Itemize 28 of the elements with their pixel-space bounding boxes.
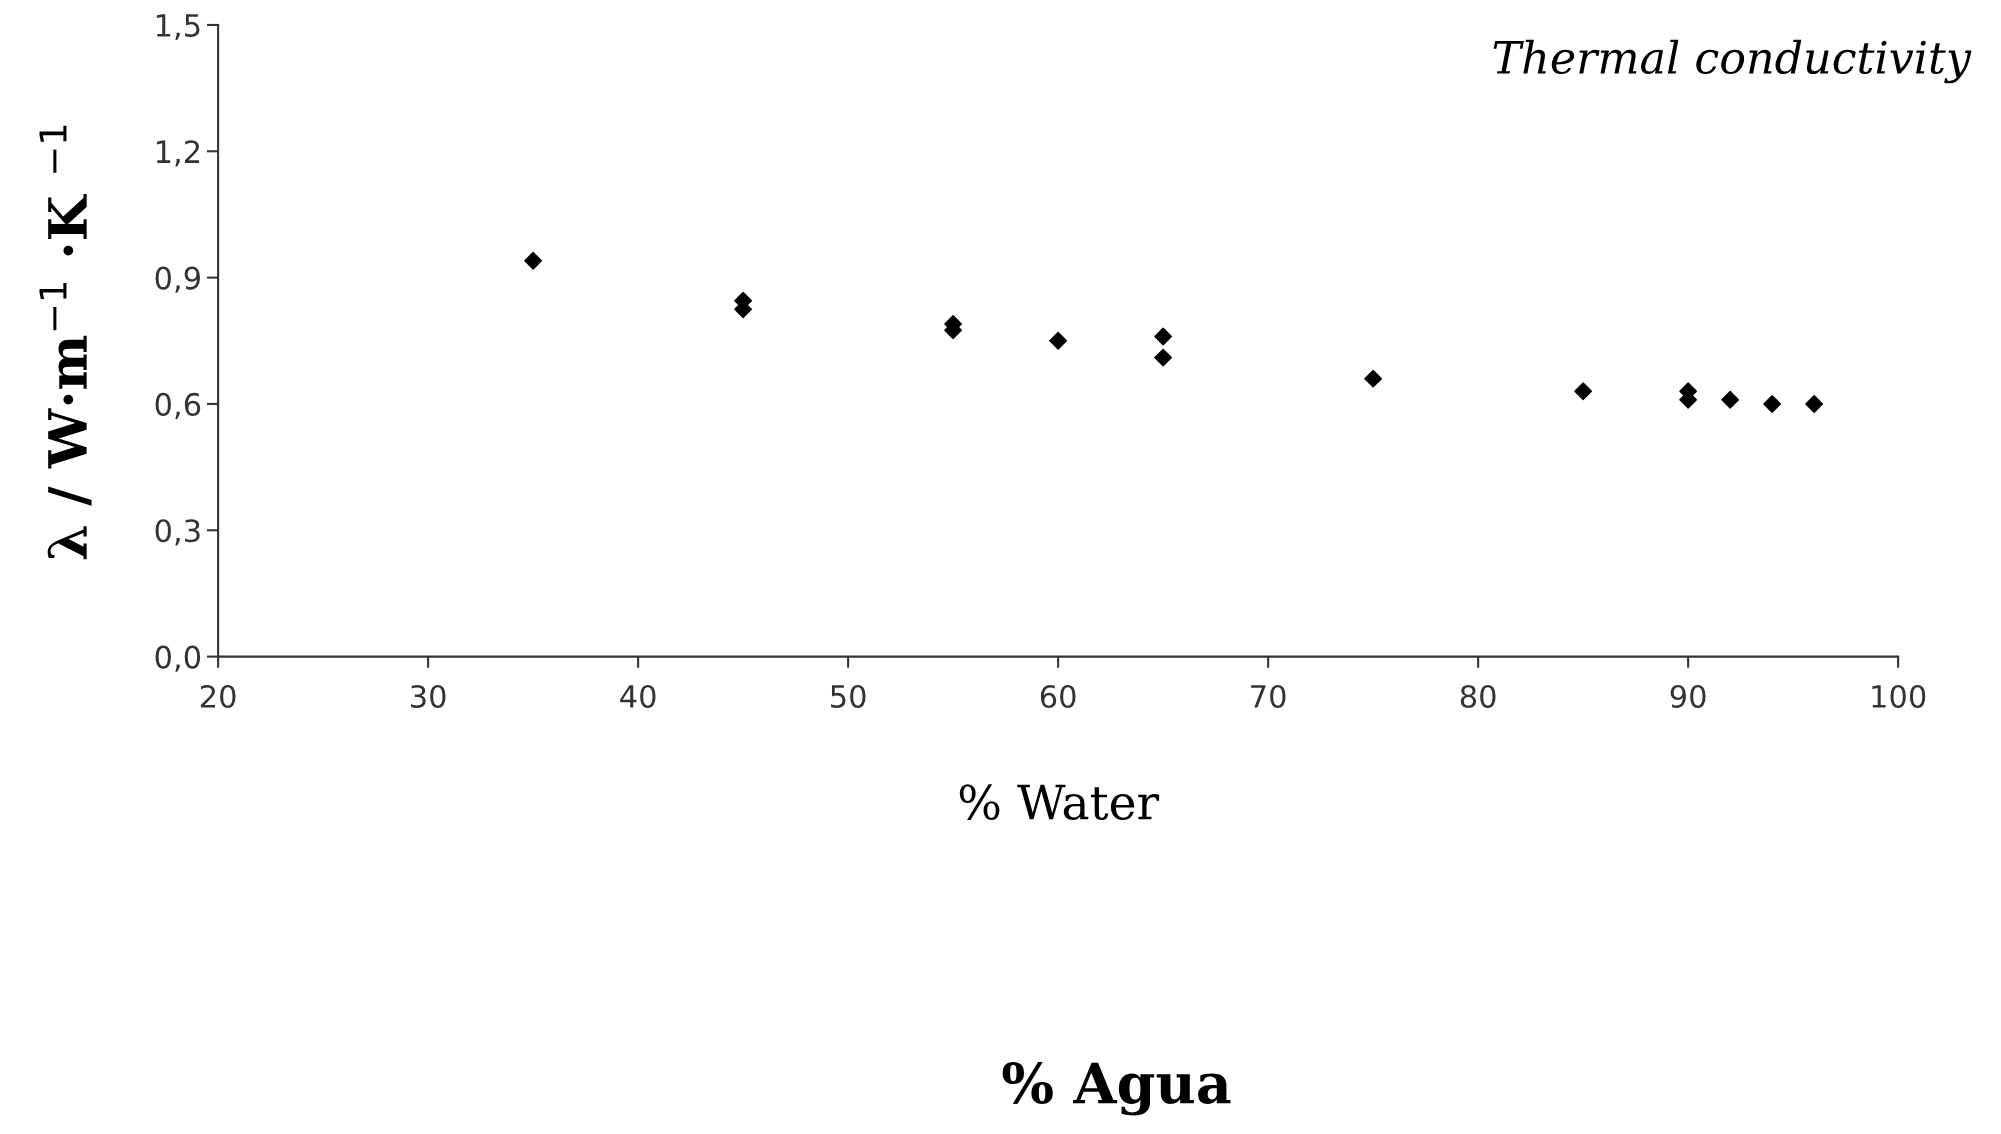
x-tick-label: 70	[1251, 684, 1286, 709]
y-tick-label: 0,3	[155, 519, 200, 546]
point	[1364, 369, 1383, 388]
text: % Agua	[1002, 1061, 1231, 1116]
x-tick-label: 40	[620, 684, 656, 709]
y-axis-title: λ / W·m$^{−1}$ ·K $^{−1}$	[39, 125, 92, 560]
y-tick-label: 1,2	[156, 140, 200, 167]
point	[1805, 395, 1824, 413]
point	[1154, 348, 1173, 367]
y-tick-label: 1,5	[156, 14, 200, 41]
x-tick-label: 90	[1670, 684, 1706, 709]
x-tick-label: 80	[1460, 684, 1496, 709]
x-tick-label: 50	[831, 684, 866, 709]
point	[1574, 382, 1593, 401]
point	[1154, 327, 1173, 346]
x-tick-label: 20	[200, 684, 236, 709]
point	[524, 251, 543, 270]
point	[1721, 390, 1740, 409]
x-tick-label: 30	[411, 684, 446, 709]
x-tick-label: 60	[1040, 684, 1076, 709]
point	[1049, 331, 1068, 350]
chart-title: Thermal conductivity	[1493, 39, 1972, 84]
x-axis-title: % Water	[959, 784, 1160, 820]
y-tick-label: 0,0	[155, 645, 201, 672]
y-tick-label: 0,9	[155, 266, 200, 293]
x-tick-label: 100	[1872, 684, 1926, 709]
y-tick-label: 0,6	[155, 392, 201, 420]
point	[1763, 395, 1782, 413]
